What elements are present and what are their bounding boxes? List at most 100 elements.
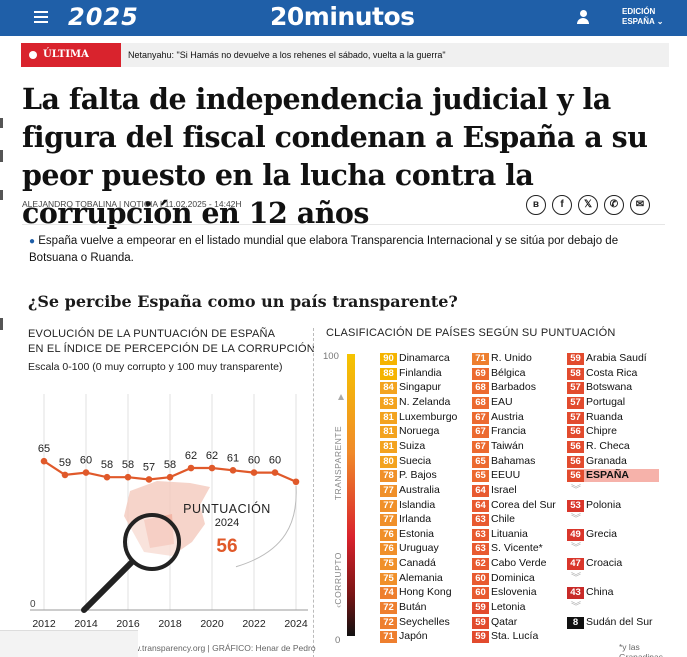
ranking-score: 49 <box>567 528 584 541</box>
ranking-gap-icon: ︾ <box>567 601 581 614</box>
user-icon[interactable] <box>577 10 589 25</box>
ranking-score: 68 <box>472 396 489 409</box>
ranking-score: 56 <box>567 426 584 439</box>
line-chart-subtitle-2: EN EL ÍNDICE DE PERCEPCIÓN DE LA CORRUPC… <box>28 343 315 355</box>
ranking-score: 8 <box>567 616 584 629</box>
x-tick-label: 2012 <box>32 618 56 630</box>
menu-icon[interactable] <box>34 11 48 23</box>
ranking-row: 88 Finlandia <box>380 367 442 380</box>
whatsapp-icon[interactable]: ✆ <box>604 195 624 215</box>
ranking-country: R. Checa <box>586 439 630 452</box>
ranking-row: 58 Costa Rica <box>567 367 637 380</box>
gauge-top-label: 100 <box>323 351 339 362</box>
ranking-score: 81 <box>380 426 397 439</box>
year-logo[interactable]: 2025 <box>68 3 139 31</box>
site-logo[interactable]: 20minutos <box>270 2 415 31</box>
ranking-score: 90 <box>380 353 397 365</box>
ranking-country: Arabia Saudí <box>586 352 647 364</box>
ranking-row: 43 China <box>567 586 613 600</box>
ranking-row: 63 S. Vicente* <box>472 542 543 556</box>
ranking-country: Austria <box>491 410 524 423</box>
article-summary: ● España vuelve a empeorar en el listado… <box>29 233 649 266</box>
chevron-down-icon: ︾ <box>571 514 581 526</box>
article-title: La falta de independencia judicial y la … <box>22 82 648 230</box>
chevron-down-icon: ︾ <box>571 602 581 614</box>
breaking-news-bar[interactable]: ÚLTIMA HORA Netanyahu: "Si Hamás no devu… <box>21 43 669 84</box>
ranking-score: 75 <box>380 558 397 571</box>
ranking-country: Botswana <box>586 381 633 394</box>
ranking-country: EAU <box>491 395 513 408</box>
ranking-score: 69 <box>472 367 489 380</box>
data-label: 62 <box>185 450 197 462</box>
ranking-row: 81 Noruega <box>380 425 440 439</box>
ranking-row: 68 Barbados <box>472 381 536 395</box>
chevron-down-icon: ︾ <box>571 543 581 555</box>
arrow-up-icon <box>338 394 344 400</box>
ranking-score: 43 <box>567 587 584 600</box>
ranking-score: 72 <box>380 616 397 629</box>
ranking-score: 47 <box>567 558 584 571</box>
breaking-news-headline[interactable]: Netanyahu: "Si Hamás no devuelve a los r… <box>128 50 446 60</box>
ranking-country: P. Bajos <box>399 469 437 482</box>
chevron-down-icon: ⌄ <box>656 17 664 26</box>
chevron-down-icon: ︾ <box>571 484 581 496</box>
ranking-country: Chile <box>491 513 515 526</box>
ranking-country: Dominica <box>491 571 535 584</box>
x-icon[interactable]: 𝕏 <box>578 195 598 215</box>
ranking-country: Bután <box>399 601 427 614</box>
score-value: 56 <box>216 536 237 557</box>
overlay-box <box>0 630 138 657</box>
chevron-down-icon: ︾ <box>571 572 581 584</box>
ranking-row: 75 Alemania <box>380 572 443 585</box>
data-label: 58 <box>164 459 176 471</box>
ranking-row: 49 Grecia <box>567 528 617 541</box>
ranking-country: Francia <box>491 425 527 438</box>
ranking-country: Noruega <box>399 425 440 438</box>
ranking-country: Irlanda <box>399 513 432 526</box>
ranking-row: 84 Singapur <box>380 381 441 395</box>
ranking-score: 81 <box>380 440 397 453</box>
ranking-country: Finlandia <box>399 366 442 379</box>
data-label: 59 <box>59 457 71 469</box>
ranking-country: Bahamas <box>491 454 536 467</box>
ranking-score: 71 <box>472 353 489 365</box>
edition-selector[interactable]: EDICIÓN ESPAÑA ⌄ <box>622 7 663 27</box>
ranking-row: 56 Chipre <box>567 425 617 439</box>
facebook-icon[interactable]: f <box>552 195 572 215</box>
ranking-score: 64 <box>472 484 489 497</box>
ranking-country: Portugal <box>586 395 626 408</box>
data-point <box>187 464 195 472</box>
ranking-country: Alemania <box>399 571 443 584</box>
data-label: 60 <box>80 455 92 467</box>
ranking-country: Taiwán <box>491 439 524 452</box>
ranking-row: 63 Chile <box>472 513 515 527</box>
ranking-score: 81 <box>380 411 397 424</box>
ranking-row: 59 Letonia <box>472 601 525 615</box>
ranking-country: Islandia <box>399 498 436 511</box>
ranking-country: Costa Rica <box>586 366 638 379</box>
ranking-row: 56 Granada <box>567 455 627 468</box>
ranking-score: 76 <box>380 543 397 556</box>
bluesky-icon[interactable]: ʙ <box>526 195 546 215</box>
gauge-corrupt-label: ‹CORRUPTO <box>333 552 343 608</box>
ranking-country: Barbados <box>491 381 536 394</box>
ranking-country: Eslovenia <box>491 586 537 599</box>
infographic-title: ¿Se percibe España como un país transpar… <box>28 292 458 311</box>
x-tick-label: 2022 <box>242 618 266 630</box>
y-tick-label: 0 <box>30 599 36 610</box>
magnifier-icon <box>81 513 181 613</box>
gauge-transparent-label: TRANSPARENTE <box>333 426 343 500</box>
data-point <box>40 457 48 465</box>
ranking-country: Australia <box>399 483 440 496</box>
ranking-row: 65 Bahamas <box>472 455 535 468</box>
ranking-country: Luxemburgo <box>399 410 458 423</box>
ranking-row: 8 Sudán del Sur <box>567 616 653 629</box>
scroll-mark <box>0 190 3 200</box>
data-point <box>145 476 153 483</box>
ranking-score: 63 <box>472 514 489 527</box>
ranking-score: 72 <box>380 602 397 615</box>
ranking-country: EEUU <box>491 469 521 482</box>
email-icon[interactable]: ✉ <box>630 195 650 215</box>
ranking-country: Granada <box>586 454 627 467</box>
ranking-row: 59 Sta. Lucía <box>472 630 538 644</box>
